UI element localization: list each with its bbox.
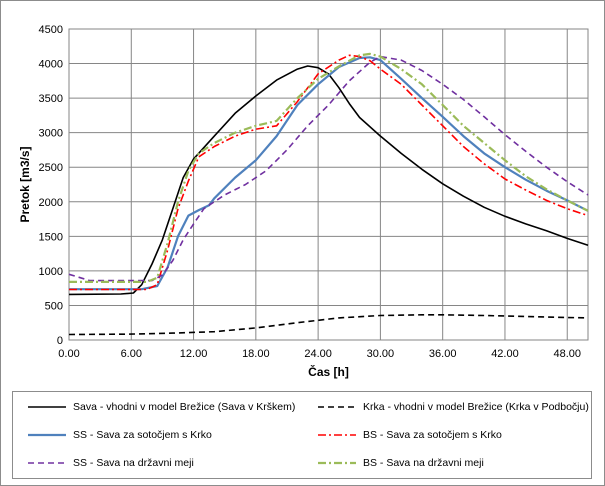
series-line-6 (69, 52, 589, 283)
y-tick-label: 1500 (39, 231, 63, 243)
legend-label: BS - Sava na državni meji (363, 457, 484, 469)
line-chart: 0.00 6.00 12.00 18.00 24.00 30.00 36.00 42.00 48… (18, 24, 589, 379)
series-line-5 (68, 55, 589, 282)
legend-item: Krka - vhodni v model Brežice (Krka v Po… (317, 398, 589, 416)
y-axis-ticks: 0 500 1000 1500 2000 2500 3000 3500 4000 4500 (39, 24, 63, 347)
x-tick-label: 36.00 (429, 348, 457, 360)
y-axis-title: Pretok [m3/s] (18, 146, 32, 222)
legend-label: Krka - vhodni v model Brežice (Krka v Po… (363, 401, 589, 413)
x-tick-label: 6.00 (121, 348, 142, 360)
y-tick-label: 4500 (39, 24, 63, 36)
legend-label: SS - Sava za sotočjem s Krko (73, 429, 212, 441)
y-tick-label: 2000 (39, 197, 63, 209)
y-tick-label: 3000 (39, 128, 63, 140)
x-tick-label: 24.00 (304, 348, 332, 360)
legend-item: SS - Sava za sotočjem s Krko (27, 426, 212, 444)
series-line-3 (69, 56, 589, 291)
legend-swatch (28, 433, 66, 437)
x-tick-label: 42.00 (491, 348, 519, 360)
legend-label: BS - Sava za sotočjem s Krko (363, 429, 502, 441)
x-tick-label: 12.00 (180, 348, 208, 360)
y-tick-label: 3500 (39, 93, 63, 105)
legend-item: BS - Sava za sotočjem s Krko (317, 426, 502, 444)
legend-item: Sava - vhodni v model Brežice (Sava v Kr… (27, 398, 295, 416)
series-line-2 (68, 314, 589, 336)
x-axis-title: Čas [h] (308, 364, 349, 379)
legend-item: SS - Sava na državni meji (27, 454, 194, 472)
y-tick-label: 4000 (39, 59, 63, 71)
series-line-1 (68, 65, 589, 296)
x-tick-label: 18.00 (242, 348, 270, 360)
x-axis-ticks: 0.00 6.00 12.00 18.00 24.00 30.00 36.00 42.00 48… (58, 348, 581, 360)
legend-swatch (318, 434, 356, 436)
legend-swatch (318, 406, 356, 408)
legend-swatch (28, 406, 66, 408)
x-tick-label: 30.00 (367, 348, 395, 360)
grid-lines (68, 28, 589, 341)
series-line-4 (69, 54, 589, 291)
legend-label: SS - Sava na državni meji (73, 457, 194, 469)
legend-item: BS - Sava na državni meji (317, 454, 484, 472)
legend-swatch (318, 461, 356, 465)
y-tick-label: 1000 (39, 266, 63, 278)
y-tick-label: 500 (45, 300, 63, 312)
x-tick-label: 0.00 (58, 348, 79, 360)
legend-swatch (28, 462, 66, 464)
y-tick-label: 2500 (39, 162, 63, 174)
x-tick-label: 48.00 (553, 348, 581, 360)
series-lines (68, 52, 589, 336)
legend-label: Sava - vhodni v model Brežice (Sava v Kr… (73, 401, 296, 413)
legend: Sava - vhodni v model Brežice (Sava v Kr… (12, 391, 592, 479)
y-tick-label: 0 (57, 335, 63, 347)
